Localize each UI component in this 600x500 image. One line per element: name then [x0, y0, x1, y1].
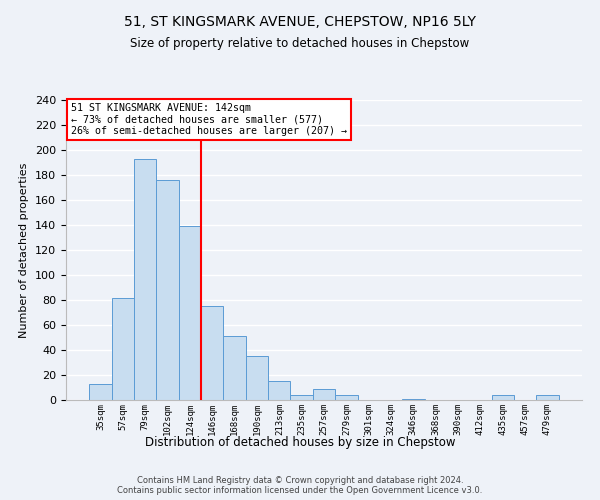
Bar — [335, 395, 358, 400]
Text: Size of property relative to detached houses in Chepstow: Size of property relative to detached ho… — [130, 38, 470, 51]
Text: Distribution of detached houses by size in Chepstow: Distribution of detached houses by size … — [145, 436, 455, 449]
Text: Contains public sector information licensed under the Open Government Licence v3: Contains public sector information licen… — [118, 486, 482, 495]
Bar — [179, 226, 201, 400]
Bar — [246, 356, 268, 400]
Bar — [402, 399, 425, 400]
Bar — [134, 159, 157, 400]
Bar — [201, 306, 223, 400]
Text: Contains HM Land Registry data © Crown copyright and database right 2024.: Contains HM Land Registry data © Crown c… — [137, 476, 463, 485]
Bar — [268, 381, 290, 400]
Bar — [223, 336, 246, 400]
Text: 51, ST KINGSMARK AVENUE, CHEPSTOW, NP16 5LY: 51, ST KINGSMARK AVENUE, CHEPSTOW, NP16 … — [124, 15, 476, 29]
Bar — [157, 180, 179, 400]
Bar — [89, 384, 112, 400]
Bar — [536, 395, 559, 400]
Bar — [112, 298, 134, 400]
Text: 51 ST KINGSMARK AVENUE: 142sqm
← 73% of detached houses are smaller (577)
26% of: 51 ST KINGSMARK AVENUE: 142sqm ← 73% of … — [71, 103, 347, 136]
Bar — [290, 395, 313, 400]
Bar — [491, 395, 514, 400]
Y-axis label: Number of detached properties: Number of detached properties — [19, 162, 29, 338]
Bar — [313, 389, 335, 400]
